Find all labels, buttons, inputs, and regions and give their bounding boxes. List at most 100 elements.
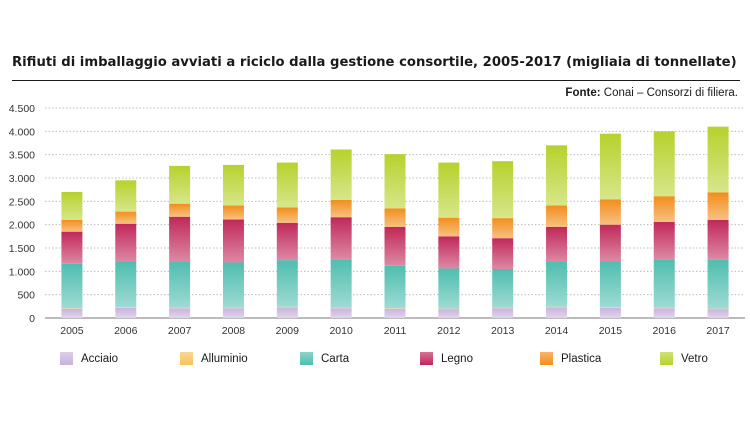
bar-segment-acciaio: [222, 308, 244, 318]
bar-stack-2008: [222, 164, 244, 318]
y-tick-label: 0: [29, 313, 35, 325]
bar-segment-legno: [276, 222, 298, 261]
legend-swatch: [300, 352, 313, 365]
y-axis: 0 500 1.000 1.500 2.000 2.500 3.000 3.500 4.000 4…: [9, 103, 35, 325]
y-tick-label: 1.500: [9, 243, 35, 255]
bar-stack-2016: [653, 131, 675, 318]
y-tick-label: 4.000: [9, 126, 35, 138]
bar-stack-2012: [438, 162, 460, 318]
bar-segment-carta: [169, 261, 191, 308]
bar-segment-plastica: [492, 218, 514, 239]
bar-segment-carta: [330, 259, 352, 308]
bar-segment-legno: [115, 223, 137, 262]
bar-segment-legno: [599, 224, 621, 262]
x-tick-label: 2010: [329, 325, 353, 337]
bar-stack-2014: [546, 145, 568, 318]
bar-segment-carta: [222, 262, 244, 308]
bar-segment-legno: [492, 238, 514, 269]
bar-segment-plastica: [61, 220, 83, 232]
legend-swatch: [180, 352, 193, 365]
legend-item-legno: Legno: [420, 352, 473, 365]
bar-segment-vetro: [438, 162, 460, 218]
x-axis: 2005 2006 2007 2008 2009 2010 2011 2012 2013 2014…: [60, 325, 730, 337]
bar-segment-carta: [707, 259, 729, 309]
x-tick-label: 2012: [437, 325, 461, 337]
bar-segment-carta: [276, 260, 298, 307]
bar-stack-2005: [61, 192, 83, 318]
bar-segment-acciaio: [707, 309, 729, 318]
bar-stack-2011: [384, 154, 406, 318]
bar-segment-plastica: [330, 199, 352, 218]
bar-segment-carta: [599, 261, 621, 308]
x-tick-label: 2014: [545, 325, 569, 337]
bar-segment-vetro: [599, 133, 621, 200]
bar-segment-acciaio: [384, 308, 406, 318]
bar-segment-acciaio: [492, 308, 514, 318]
title-divider: [12, 80, 740, 81]
x-tick-label: 2013: [491, 325, 515, 337]
bar-segment-acciaio: [61, 308, 83, 318]
bar-segment-plastica: [384, 208, 406, 227]
bar-segment-carta: [653, 259, 675, 308]
bar-segment-acciaio: [438, 309, 460, 318]
bar-segment-legno: [438, 236, 460, 269]
legend-swatch: [660, 352, 673, 365]
x-tick-label: 2015: [599, 325, 623, 337]
bar-segment-acciaio: [276, 307, 298, 318]
bar-segment-carta: [115, 262, 137, 308]
bar-segment-legno: [384, 227, 406, 266]
bar-segment-plastica: [653, 196, 675, 222]
bar-segment-legno: [653, 221, 675, 260]
bar-segment-acciaio: [169, 308, 191, 318]
source-label: Fonte:: [565, 87, 601, 99]
y-tick-label: 2.500: [9, 196, 35, 208]
y-tick-label: 500: [17, 290, 35, 302]
bar-segment-vetro: [653, 131, 675, 197]
y-tick-label: 2.000: [9, 220, 35, 232]
source-note: Fonte: Conai – Consorzi di filiera.: [565, 87, 738, 99]
bar-segment-legno: [707, 220, 729, 260]
legend-label: Carta: [321, 352, 350, 365]
bar-segment-vetro: [330, 149, 352, 200]
bar-stack-2010: [330, 149, 352, 318]
chart-title: Rifiuti di imballaggio avviati a riciclo…: [12, 55, 737, 70]
bar-segment-carta: [438, 268, 460, 309]
bar-segment-plastica: [546, 205, 568, 227]
bar-segment-vetro: [546, 145, 568, 206]
bar-segment-plastica: [169, 203, 191, 217]
bar-stack-2009: [276, 162, 298, 318]
bar-segment-vetro: [492, 161, 514, 219]
bar-segment-legno: [222, 219, 244, 263]
bar-segment-plastica: [707, 192, 729, 220]
x-tick-label: 2007: [168, 325, 192, 337]
bar-segment-vetro: [707, 126, 729, 193]
bar-stack-2007: [169, 165, 191, 318]
bar-segment-vetro: [61, 192, 83, 220]
bar-segment-legno: [330, 217, 352, 260]
x-tick-label: 2006: [114, 325, 138, 337]
bar-stack-2006: [115, 180, 137, 318]
bar-segment-acciaio: [599, 307, 621, 318]
legend-swatch: [540, 352, 553, 365]
legend-label: Acciaio: [81, 352, 119, 365]
bar-stack-2017: [707, 126, 729, 318]
bar-stack-2015: [599, 133, 621, 318]
y-tick-label: 3.000: [9, 173, 35, 185]
bar-stacks: [61, 126, 729, 318]
bar-segment-vetro: [276, 162, 298, 208]
bar-stack-2013: [492, 161, 514, 318]
legend-swatch: [420, 352, 433, 365]
bar-segment-vetro: [222, 164, 244, 206]
bar-segment-acciaio: [330, 308, 352, 318]
legend-item-carta: Carta: [300, 352, 349, 365]
legend-label: Vetro: [681, 352, 708, 365]
bar-segment-vetro: [115, 180, 137, 212]
legend-swatch: [60, 352, 73, 365]
bar-segment-plastica: [438, 217, 460, 237]
legend-item-alluminio: Alluminio: [180, 352, 248, 365]
bar-segment-carta: [384, 265, 406, 309]
bar-segment-legno: [61, 231, 83, 264]
y-tick-label: 1.000: [9, 266, 35, 278]
bar-segment-carta: [492, 269, 514, 308]
